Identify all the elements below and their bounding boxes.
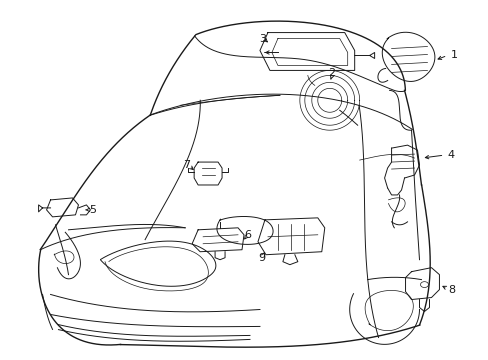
Text: 1: 1: [450, 50, 457, 60]
Text: 9: 9: [258, 253, 265, 263]
Text: 2: 2: [327, 68, 335, 78]
Text: 6: 6: [244, 230, 251, 240]
Text: 4: 4: [447, 150, 454, 160]
Text: 8: 8: [447, 284, 454, 294]
Text: 5: 5: [89, 205, 96, 215]
Text: 3: 3: [259, 33, 266, 44]
Text: 7: 7: [182, 160, 189, 170]
